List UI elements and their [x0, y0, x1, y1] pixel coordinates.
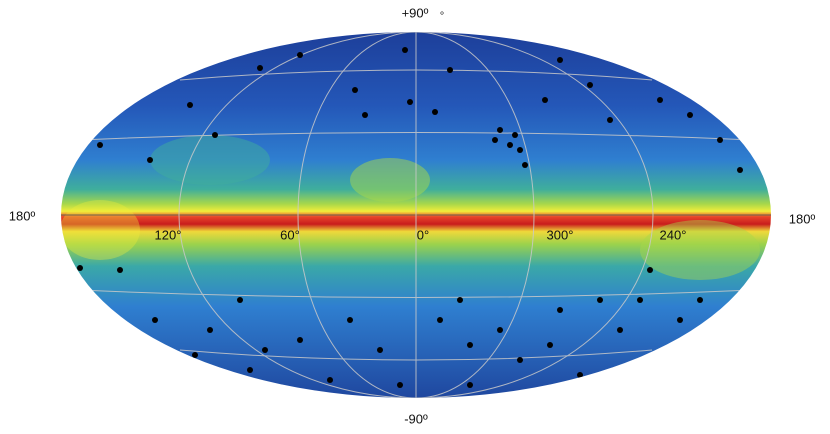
- longitude-label: 300°: [547, 227, 574, 242]
- right-edge-label: 180º: [789, 211, 816, 226]
- north-mark: ∘: [439, 9, 445, 20]
- longitude-label: 240°: [660, 227, 687, 242]
- longitude-label: 60°: [280, 227, 300, 242]
- south-pole-label: -90º: [404, 411, 428, 426]
- longitude-label: 120°: [155, 227, 182, 242]
- longitude-label: 0°: [417, 227, 429, 242]
- sources: [77, 47, 743, 388]
- left-edge-label: 180º: [9, 208, 36, 223]
- north-pole-label: +90º: [402, 5, 429, 20]
- sky-image: [61, 32, 771, 398]
- graticule: [61, 32, 771, 398]
